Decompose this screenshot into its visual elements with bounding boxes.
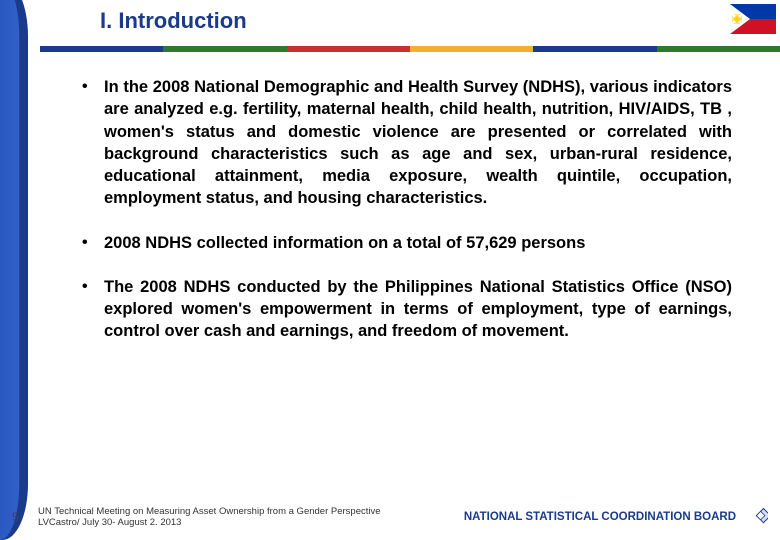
side-arc-decoration — [0, 0, 32, 540]
slide: I. Introduction In the 2008 National Dem… — [0, 0, 780, 540]
bullet-item: In the 2008 National Demographic and Hea… — [76, 76, 732, 210]
bullet-item: The 2008 NDHS conducted by the Philippin… — [76, 276, 732, 343]
philippines-flag-icon — [730, 4, 776, 34]
footer-citation: UN Technical Meeting on Measuring Asset … — [38, 506, 464, 529]
slide-title: I. Introduction — [100, 8, 247, 34]
stripe-segment — [287, 46, 410, 52]
footer-organization: NATIONAL STATISTICAL COORDINATION BOARD — [464, 511, 736, 523]
stripe-segment — [657, 46, 780, 52]
color-stripe-bar — [40, 46, 780, 52]
footer-line-2: LVCastro/ July 30- August 2. 2013 — [38, 517, 464, 528]
stripe-segment — [163, 46, 286, 52]
stripe-segment — [40, 46, 163, 52]
bullet-item: 2008 NDHS collected information on a tot… — [76, 232, 732, 254]
content-body: In the 2008 National Demographic and Hea… — [76, 76, 732, 365]
stripe-segment — [410, 46, 533, 52]
stripe-segment — [533, 46, 656, 52]
footer: 5 UN Technical Meeting on Measuring Asse… — [12, 504, 768, 530]
page-number: 5 — [12, 510, 26, 524]
bullet-list: In the 2008 National Demographic and Hea… — [76, 76, 732, 343]
footer-line-1: UN Technical Meeting on Measuring Asset … — [38, 506, 464, 517]
nscb-logo-icon — [742, 504, 768, 530]
